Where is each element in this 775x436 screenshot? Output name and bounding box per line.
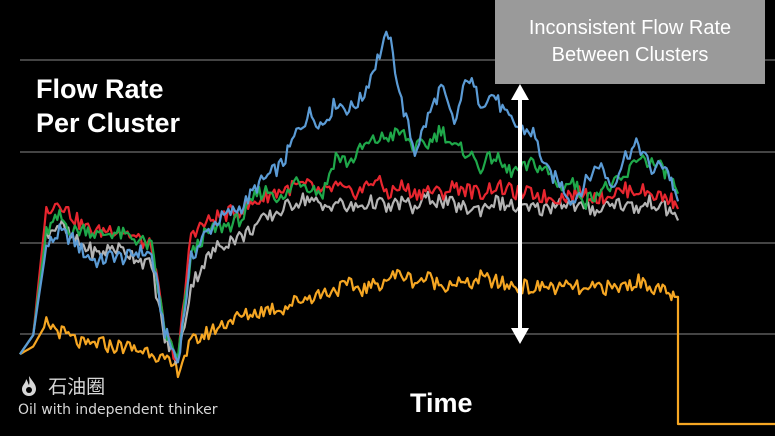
- x-axis-label: Time: [410, 388, 473, 418]
- watermark-name: 石油圈: [48, 376, 106, 398]
- series-line-3: [19, 174, 680, 363]
- series-layer: [19, 30, 775, 426]
- series-line-2: [19, 124, 680, 359]
- chart-title: Flow Rate Per Cluster: [36, 72, 180, 140]
- series-line-1: [19, 30, 680, 364]
- flame-logo-icon: [18, 375, 40, 397]
- callout-box: Inconsistent Flow Rate Between Clusters: [495, 0, 765, 84]
- watermark-slogan: Oil with independent thinker: [18, 402, 218, 418]
- series-line-4: [19, 190, 680, 365]
- range-arrow: [511, 84, 529, 344]
- series-line-5: [19, 268, 775, 426]
- callout-line2: Between Clusters: [551, 44, 709, 66]
- chart-title-line1: Flow Rate: [36, 74, 164, 104]
- range-arrow-head-bottom: [511, 328, 529, 344]
- watermark: 石油圈 Oil with independent thinker: [18, 372, 217, 418]
- range-arrow-head-top: [511, 84, 529, 100]
- callout-line1: Inconsistent Flow Rate: [528, 17, 732, 39]
- chart-title-line2: Per Cluster: [36, 108, 181, 138]
